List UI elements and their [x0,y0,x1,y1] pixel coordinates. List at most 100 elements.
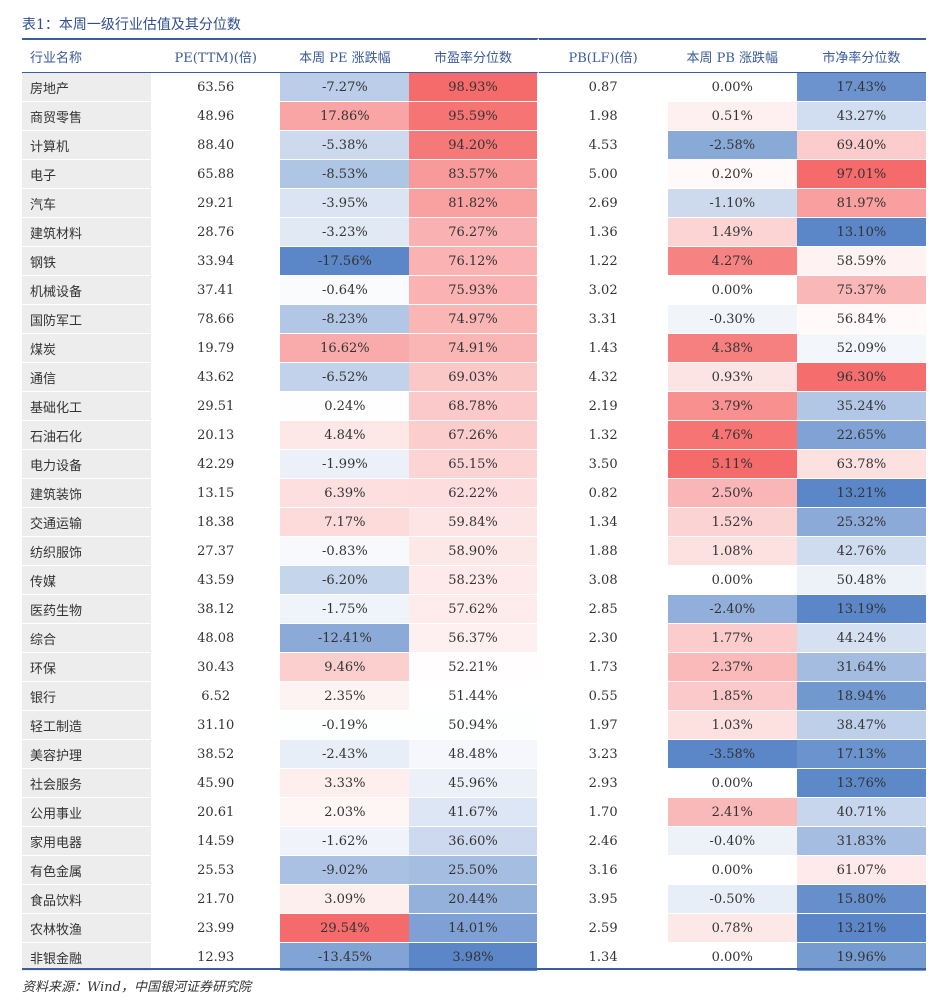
pe-value-cell: 28.76 [151,218,281,247]
pe-percentile-cell: 20.44% [409,885,539,914]
pe-percentile-cell: 48.48% [409,740,539,769]
industry-name-cell: 环保 [22,653,152,682]
pe-change-cell: -13.45% [280,943,410,972]
industry-name-cell: 综合 [22,624,152,653]
pe-percentile-cell: 62.22% [409,479,539,508]
pe-value-cell: 14.59 [151,827,281,856]
pb-value-cell: 1.70 [538,798,668,827]
pb-percentile-cell: 31.83% [796,827,926,856]
pb-value-cell: 1.32 [538,421,668,450]
pb-value-cell: 3.02 [538,276,668,305]
industry-name-cell: 汽车 [22,189,152,218]
pe-value-cell: 23.99 [151,914,281,943]
pb-value-cell: 2.30 [538,624,668,653]
pb-value-cell: 1.73 [538,653,668,682]
industry-name-cell: 传媒 [22,566,152,595]
table-row: 轻工制造 31.10 -0.19% 50.94% 1.97 1.03% 38.47% [22,711,926,740]
pb-change-cell: 0.00% [667,769,797,798]
pe-percentile-cell: 56.37% [409,624,539,653]
pb-change-cell: -0.40% [667,827,797,856]
pb-percentile-cell: 96.30% [796,363,926,392]
pe-value-cell: 29.51 [151,392,281,421]
pe-percentile-cell: 94.20% [409,131,539,160]
table-title: 表1：本周一级行业估值及其分位数 [22,17,241,33]
pb-change-cell: 0.00% [667,943,797,972]
pe-percentile-cell: 74.91% [409,334,539,363]
pe-percentile-cell: 68.78% [409,392,539,421]
pb-change-cell: 0.20% [667,160,797,189]
pe-change-cell: -1.99% [280,450,410,479]
pb-change-cell: 2.37% [667,653,797,682]
pe-change-cell: -6.52% [280,363,410,392]
pe-change-cell: -3.23% [280,218,410,247]
industry-name-cell: 有色金属 [22,856,152,885]
pb-change-cell: 0.00% [667,276,797,305]
pb-change-cell: 0.00% [667,856,797,885]
pe-value-cell: 29.21 [151,189,281,218]
table-row: 医药生物 38.12 -1.75% 57.62% 2.85 -2.40% 13.19% [22,595,926,624]
industry-name-cell: 纺织服饰 [22,537,152,566]
pe-change-cell: 4.84% [280,421,410,450]
table-row: 房地产 63.56 -7.27% 98.93% 0.87 0.00% 17.43% [22,73,926,102]
pb-value-cell: 5.00 [538,160,668,189]
table-row: 公用事业 20.61 2.03% 41.67% 1.70 2.41% 40.71% [22,798,926,827]
table-row: 国防军工 78.66 -8.23% 74.97% 3.31 -0.30% 56.84% [22,305,926,334]
industry-name-cell: 食品饮料 [22,885,152,914]
industry-name-cell: 机械设备 [22,276,152,305]
pe-value-cell: 31.10 [151,711,281,740]
pe-value-cell: 38.52 [151,740,281,769]
table-row: 家用电器 14.59 -1.62% 36.60% 2.46 -0.40% 31.83% [22,827,926,856]
table-row: 钢铁 33.94 -17.56% 76.12% 1.22 4.27% 58.59% [22,247,926,276]
pe-change-cell: 3.09% [280,885,410,914]
pe-percentile-cell: 14.01% [409,914,539,943]
pb-value-cell: 1.97 [538,711,668,740]
pe-change-cell: -8.53% [280,160,410,189]
pb-value-cell: 1.36 [538,218,668,247]
table-row: 基础化工 29.51 0.24% 68.78% 2.19 3.79% 35.24% [22,392,926,421]
pb-percentile-cell: 58.59% [796,247,926,276]
pe-value-cell: 25.53 [151,856,281,885]
pe-percentile-cell: 65.15% [409,450,539,479]
table-row: 环保 30.43 9.46% 52.21% 1.73 2.37% 31.64% [22,653,926,682]
pe-value-cell: 21.70 [151,885,281,914]
pb-change-cell: -2.58% [667,131,797,160]
industry-name-cell: 电力设备 [22,450,152,479]
table-row: 美容护理 38.52 -2.43% 48.48% 3.23 -3.58% 17.13% [22,740,926,769]
industry-name-cell: 石油石化 [22,421,152,450]
table-row: 建筑材料 28.76 -3.23% 76.27% 1.36 1.49% 13.10% [22,218,926,247]
pb-change-cell: 1.03% [667,711,797,740]
pe-percentile-cell: 58.90% [409,537,539,566]
pe-value-cell: 43.59 [151,566,281,595]
pb-change-cell: -3.58% [667,740,797,769]
industry-name-cell: 银行 [22,682,152,711]
pe-change-cell: -2.43% [280,740,410,769]
table-bottom-rule [22,968,926,970]
table-row: 石油石化 20.13 4.84% 67.26% 1.32 4.76% 22.65% [22,421,926,450]
header-pb-percentile: 市净率分位数 [796,38,926,73]
pe-change-cell: -8.23% [280,305,410,334]
pb-value-cell: 2.69 [538,189,668,218]
pe-percentile-cell: 74.97% [409,305,539,334]
pe-change-cell: 17.86% [280,102,410,131]
pe-percentile-cell: 36.60% [409,827,539,856]
valuation-table-container: 行业名称 PE(TTM)(倍) 本周 PE 涨跌幅 市盈率分位数 PB(LF)(… [22,38,926,972]
pb-value-cell: 2.93 [538,769,668,798]
table-row: 商贸零售 48.96 17.86% 95.59% 1.98 0.51% 43.27% [22,102,926,131]
pb-percentile-cell: 17.13% [796,740,926,769]
pe-change-cell: 7.17% [280,508,410,537]
table-row: 农林牧渔 23.99 29.54% 14.01% 2.59 0.78% 13.21% [22,914,926,943]
pe-change-cell: 0.24% [280,392,410,421]
pe-value-cell: 48.96 [151,102,281,131]
pb-percentile-cell: 13.19% [796,595,926,624]
pb-change-cell: -0.50% [667,885,797,914]
pe-value-cell: 20.61 [151,798,281,827]
pe-value-cell: 78.66 [151,305,281,334]
pb-percentile-cell: 25.32% [796,508,926,537]
pb-percentile-cell: 81.97% [796,189,926,218]
pb-percentile-cell: 69.40% [796,131,926,160]
pe-percentile-cell: 52.21% [409,653,539,682]
pb-change-cell: -1.10% [667,189,797,218]
pb-percentile-cell: 63.78% [796,450,926,479]
pe-percentile-cell: 75.93% [409,276,539,305]
valuation-table: 行业名称 PE(TTM)(倍) 本周 PE 涨跌幅 市盈率分位数 PB(LF)(… [22,38,926,972]
